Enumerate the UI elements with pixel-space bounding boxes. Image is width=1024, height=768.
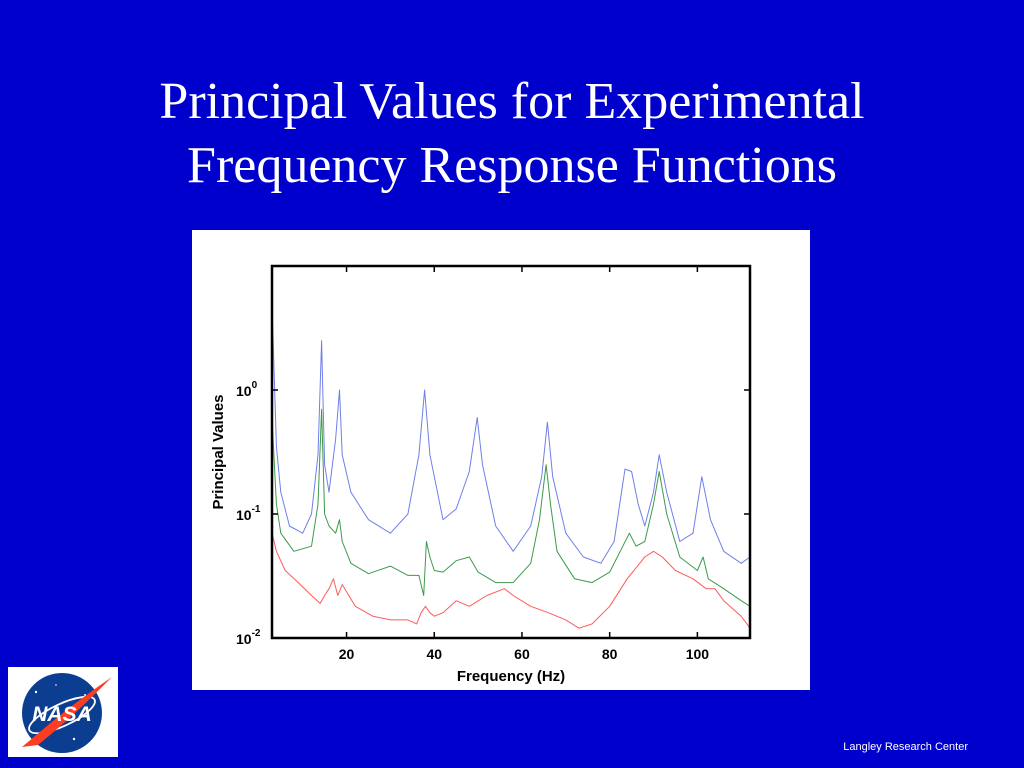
x-tick-label-80: 80 <box>602 646 618 662</box>
x-axis-label: Frequency (Hz) <box>457 668 565 685</box>
plot-panel: 20 40 60 80 100 10-2 10-1 100 Frequency (Hz) Pr… <box>192 230 810 690</box>
series-line-3 <box>271 533 751 629</box>
series-line-2 <box>271 408 751 607</box>
footer-text: Langley Research Center <box>843 741 968 753</box>
slide-title: Principal Values for Experimental Freque… <box>0 70 1024 198</box>
tick-layer: 20 40 60 80 100 10-2 10-1 100 <box>236 266 750 662</box>
slide-title-line-1: Principal Values for Experimental <box>159 73 865 130</box>
nasa-logo: NASA <box>8 667 118 757</box>
y-tick-label-0: 100 <box>236 380 258 399</box>
slide-title-line-2: Frequency Response Functions <box>187 137 837 194</box>
series-line-1 <box>271 303 751 564</box>
y-tick-label--1: 10-1 <box>236 504 261 523</box>
x-tick-label-20: 20 <box>339 646 355 662</box>
plot-frame <box>270 264 752 640</box>
y-tick-label--2: 10-2 <box>236 628 261 647</box>
x-tick-label-100: 100 <box>686 646 710 662</box>
nasa-logo-vector <box>22 677 112 747</box>
x-tick-label-60: 60 <box>514 646 530 662</box>
principal-values-chart: 20 40 60 80 100 10-2 10-1 100 Frequency (Hz) Pr… <box>210 264 752 685</box>
y-axis-label: Principal Values <box>210 394 227 509</box>
series-layer <box>271 303 751 629</box>
nasa-logo-text: NASA <box>32 703 92 726</box>
x-tick-label-40: 40 <box>426 646 442 662</box>
nasa-logo-orbit <box>28 695 96 735</box>
